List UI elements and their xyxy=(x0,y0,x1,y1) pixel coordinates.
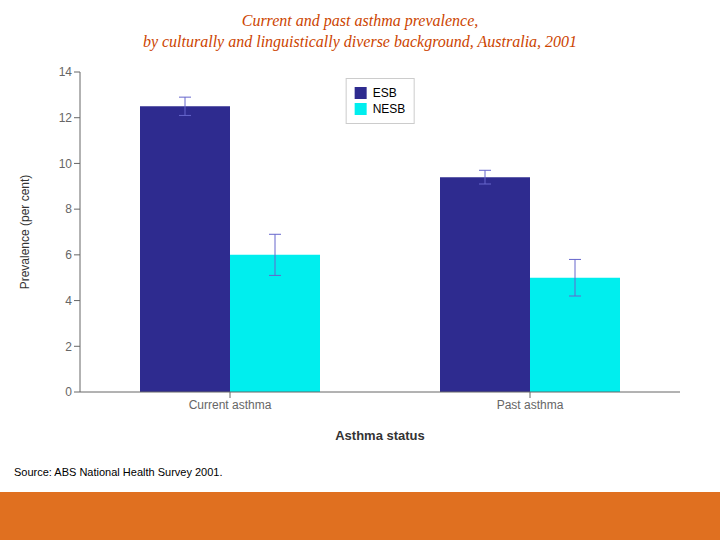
svg-text:10: 10 xyxy=(59,157,73,171)
svg-text:Past asthma: Past asthma xyxy=(497,398,564,412)
html-text:Current and past asthma preval: Current and past asthma prevalence, xyxy=(241,12,479,29)
svg-text:12: 12 xyxy=(59,111,73,125)
svg-text:4: 4 xyxy=(65,294,72,308)
svg-text:6: 6 xyxy=(65,248,72,262)
html-text:ESB: ESB xyxy=(372,86,397,100)
svg-text:Current asthma: Current asthma xyxy=(189,398,272,412)
svg-text:8: 8 xyxy=(65,202,72,216)
svg-text:2: 2 xyxy=(65,340,72,354)
svg-text:0: 0 xyxy=(65,385,72,399)
html-text:Source: ABS National Health Su: Source: ABS National Health Survey 2001. xyxy=(14,466,223,478)
svg-text:Prevalence (per cent): Prevalence (per cent) xyxy=(18,175,32,290)
svg-text:Asthma status: Asthma status xyxy=(335,428,425,443)
svg-text:14: 14 xyxy=(59,65,73,79)
html-text:NESB: NESB xyxy=(372,102,406,116)
html-text:by culturally and linguistical: by culturally and linguistically diverse… xyxy=(142,33,578,50)
